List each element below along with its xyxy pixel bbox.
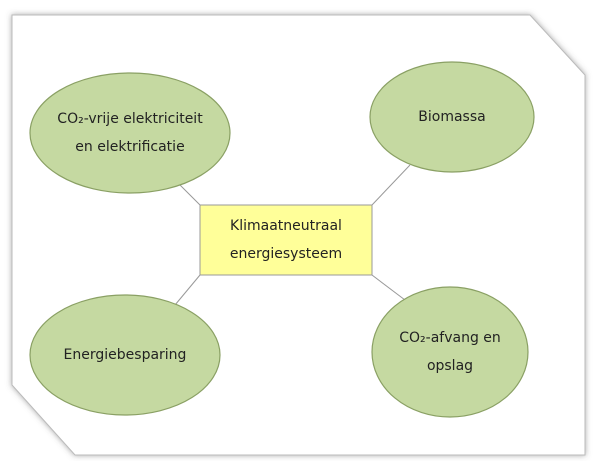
node-label: CO₂-afvang en xyxy=(399,330,501,346)
node-label: en elektrificatie xyxy=(75,139,184,155)
center-label: Klimaatneutraal xyxy=(230,218,342,234)
node-ellipse xyxy=(369,61,535,173)
center-label: energiesysteem xyxy=(230,246,342,262)
node-label: Energiebesparing xyxy=(64,347,187,363)
node-ellipse xyxy=(371,286,529,418)
center-box xyxy=(199,204,373,276)
node-label: Biomassa xyxy=(418,109,485,125)
node-ellipse xyxy=(29,294,221,416)
node-label: opslag xyxy=(427,358,473,374)
node-label: CO₂-vrije elektriciteit xyxy=(57,111,203,127)
connectors xyxy=(174,164,411,306)
node-ellipse xyxy=(29,72,231,194)
